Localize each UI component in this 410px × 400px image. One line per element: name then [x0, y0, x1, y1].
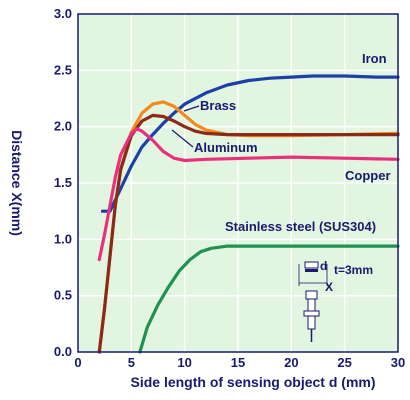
grid — [78, 14, 398, 352]
x-axis-title: Side length of sensing object d (mm) — [130, 374, 375, 390]
leader-brass — [183, 105, 200, 112]
x-tick-label: 5 — [128, 355, 135, 370]
x-tick-label: 25 — [337, 355, 351, 370]
label-copper: Copper — [345, 168, 391, 183]
label-stainless: Stainless steel (SUS304) — [225, 219, 376, 234]
series-line-iron — [100, 74, 400, 213]
sensor-t-label: t=3mm — [334, 263, 373, 277]
series-lines — [97, 74, 400, 354]
y-tick-label: 2.0 — [54, 119, 72, 134]
sensing-object-thickness — [305, 269, 318, 272]
y-tick-label: 1.5 — [54, 175, 72, 190]
sensor-x-label: X — [325, 280, 333, 294]
x-tick-labels: 0 5 10 15 20 25 30 — [74, 355, 405, 370]
label-leader-lines — [171, 105, 200, 148]
leader-aluminum — [171, 129, 194, 148]
sensor-nut — [303, 310, 320, 317]
x-tick-label: 0 — [74, 355, 81, 370]
label-aluminum: Aluminum — [194, 140, 258, 155]
sensor-d-label: d — [320, 259, 327, 273]
plot-frame — [77, 13, 399, 353]
series-line-stainless — [138, 244, 400, 354]
x-tick-label: 20 — [284, 355, 298, 370]
label-iron: Iron — [362, 51, 387, 66]
y-axis-title: Distance X(mm) — [9, 130, 25, 236]
series-line-aluminum — [97, 113, 400, 354]
x-tick-label: 15 — [231, 355, 245, 370]
sensor-head — [305, 290, 318, 300]
label-brass: Brass — [200, 98, 236, 113]
x-tick-label: 30 — [391, 355, 405, 370]
sensing-object-plate — [304, 261, 319, 269]
y-tick-label: 0.5 — [54, 288, 72, 303]
x-tick-label: 10 — [177, 355, 191, 370]
y-tick-labels: 0.0 0.5 1.0 1.5 2.0 2.5 3.0 — [54, 6, 72, 359]
y-tick-label: 3.0 — [54, 6, 72, 21]
series-line-copper — [97, 127, 400, 262]
y-tick-label: 2.5 — [54, 62, 72, 77]
y-tick-label: 1.0 — [54, 231, 72, 246]
sensor-diagram: d t=3mm X — [298, 259, 373, 342]
y-tick-label: 0.0 — [54, 344, 72, 359]
